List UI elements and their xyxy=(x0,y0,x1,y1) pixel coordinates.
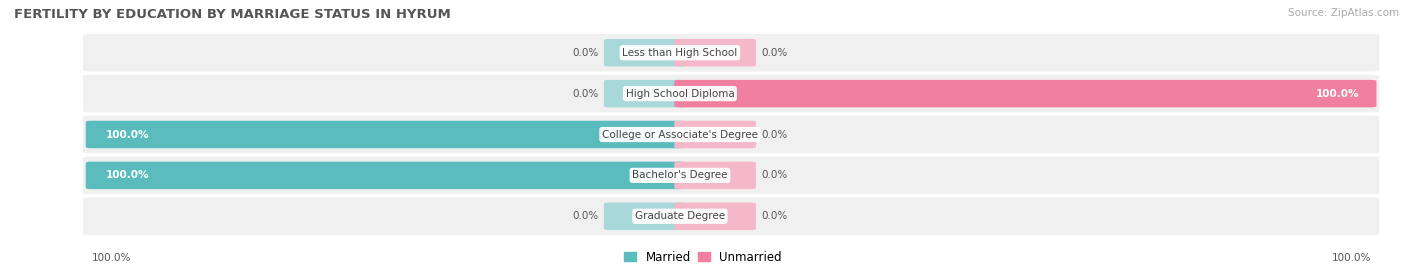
Text: Less than High School: Less than High School xyxy=(623,48,738,58)
Text: 0.0%: 0.0% xyxy=(762,170,787,180)
FancyBboxPatch shape xyxy=(83,75,1379,112)
FancyBboxPatch shape xyxy=(83,157,1379,194)
Text: 0.0%: 0.0% xyxy=(572,89,599,99)
Text: Bachelor's Degree: Bachelor's Degree xyxy=(633,170,728,180)
Text: 0.0%: 0.0% xyxy=(572,48,599,58)
Text: FERTILITY BY EDUCATION BY MARRIAGE STATUS IN HYRUM: FERTILITY BY EDUCATION BY MARRIAGE STATU… xyxy=(14,8,451,21)
FancyBboxPatch shape xyxy=(605,39,686,66)
Text: 100.0%: 100.0% xyxy=(1316,89,1360,99)
Text: 100.0%: 100.0% xyxy=(91,253,131,263)
Text: 0.0%: 0.0% xyxy=(762,129,787,140)
FancyBboxPatch shape xyxy=(86,162,686,189)
Text: Source: ZipAtlas.com: Source: ZipAtlas.com xyxy=(1288,8,1399,18)
FancyBboxPatch shape xyxy=(86,121,686,148)
FancyBboxPatch shape xyxy=(675,39,756,66)
FancyBboxPatch shape xyxy=(83,197,1379,235)
FancyBboxPatch shape xyxy=(675,121,756,148)
FancyBboxPatch shape xyxy=(605,203,686,230)
FancyBboxPatch shape xyxy=(675,162,756,189)
Text: High School Diploma: High School Diploma xyxy=(626,89,734,99)
FancyBboxPatch shape xyxy=(605,80,686,107)
FancyBboxPatch shape xyxy=(83,34,1379,72)
Text: 0.0%: 0.0% xyxy=(762,211,787,221)
FancyBboxPatch shape xyxy=(83,116,1379,153)
Text: 0.0%: 0.0% xyxy=(572,211,599,221)
FancyBboxPatch shape xyxy=(675,203,756,230)
Text: College or Associate's Degree: College or Associate's Degree xyxy=(602,129,758,140)
Text: 100.0%: 100.0% xyxy=(105,129,149,140)
Text: 100.0%: 100.0% xyxy=(105,170,149,180)
Text: Graduate Degree: Graduate Degree xyxy=(636,211,725,221)
Text: 100.0%: 100.0% xyxy=(1331,253,1371,263)
Legend: Married, Unmarried: Married, Unmarried xyxy=(620,246,786,268)
FancyBboxPatch shape xyxy=(675,80,1376,107)
Text: 0.0%: 0.0% xyxy=(762,48,787,58)
